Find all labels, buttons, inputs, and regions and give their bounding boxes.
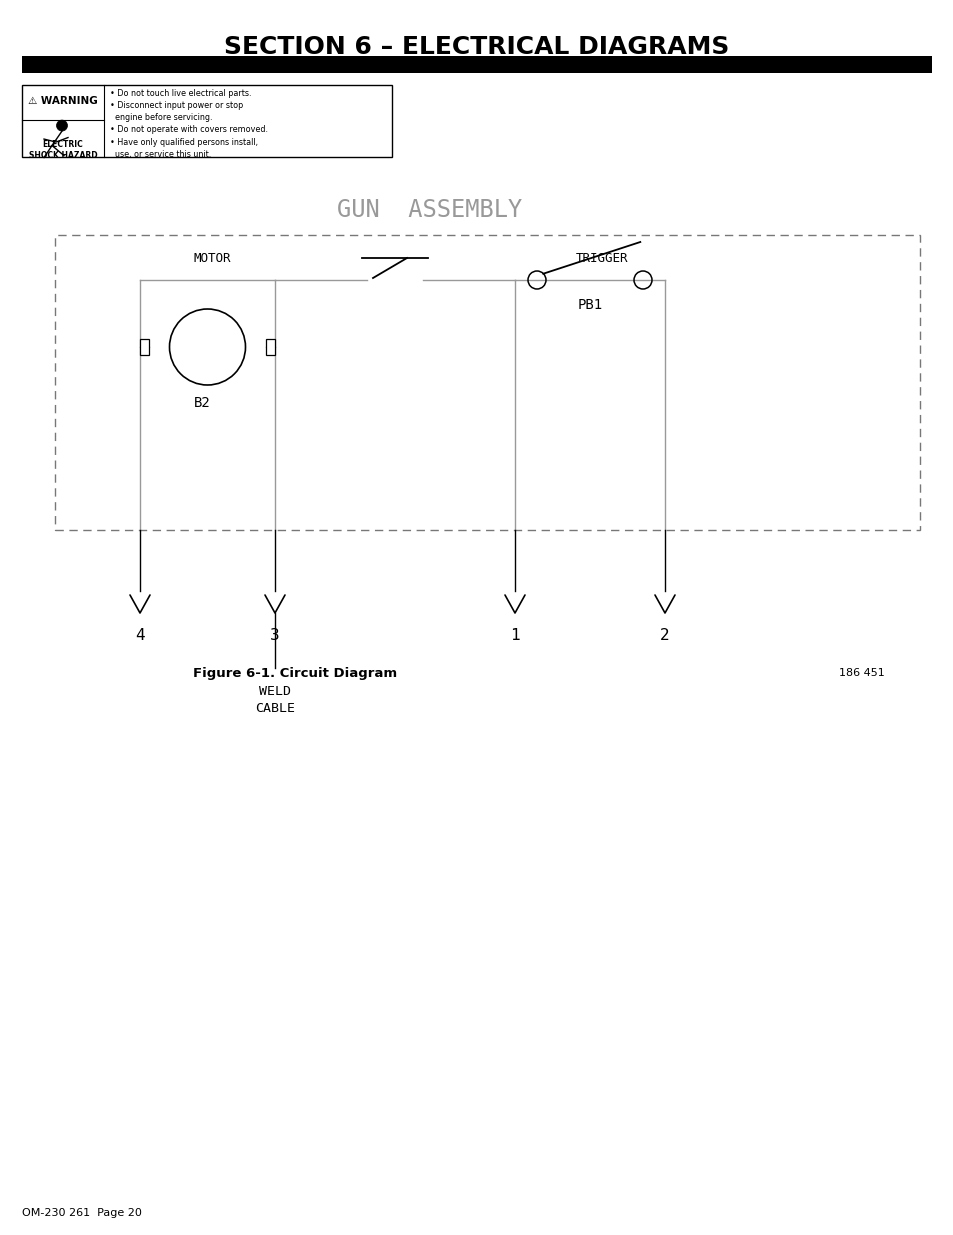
Text: GUN  ASSEMBLY: GUN ASSEMBLY [337,198,522,222]
Text: SECTION 6 – ELECTRICAL DIAGRAMS: SECTION 6 – ELECTRICAL DIAGRAMS [224,35,729,59]
Bar [55,235,919,530]
Text: 3: 3 [270,627,279,642]
Bar [140,338,149,354]
Text: Figure 6-1. Circuit Diagram: Figure 6-1. Circuit Diagram [193,667,396,679]
Text: MOTOR: MOTOR [193,252,231,266]
Text: PB1: PB1 [577,298,602,312]
Text: 1: 1 [510,627,519,642]
Text: 2: 2 [659,627,669,642]
Bar [22,85,392,157]
Text: ⚠ WARNING: ⚠ WARNING [28,96,98,106]
Text: OM-230 261  Page 20: OM-230 261 Page 20 [22,1208,142,1218]
Text: WELD
CABLE: WELD CABLE [254,685,294,715]
Text: TRIGGER: TRIGGER [576,252,628,266]
Text: B2: B2 [193,396,211,410]
Text: 4: 4 [135,627,145,642]
Bar [22,56,931,73]
Bar [266,338,274,354]
Text: ELECTRIC
SHOCK HAZARD: ELECTRIC SHOCK HAZARD [29,141,97,159]
Text: • Do not touch live electrical parts.
• Disconnect input power or stop
  engine : • Do not touch live electrical parts. • … [110,89,268,159]
Circle shape [56,120,68,131]
Text: 186 451: 186 451 [839,668,884,678]
